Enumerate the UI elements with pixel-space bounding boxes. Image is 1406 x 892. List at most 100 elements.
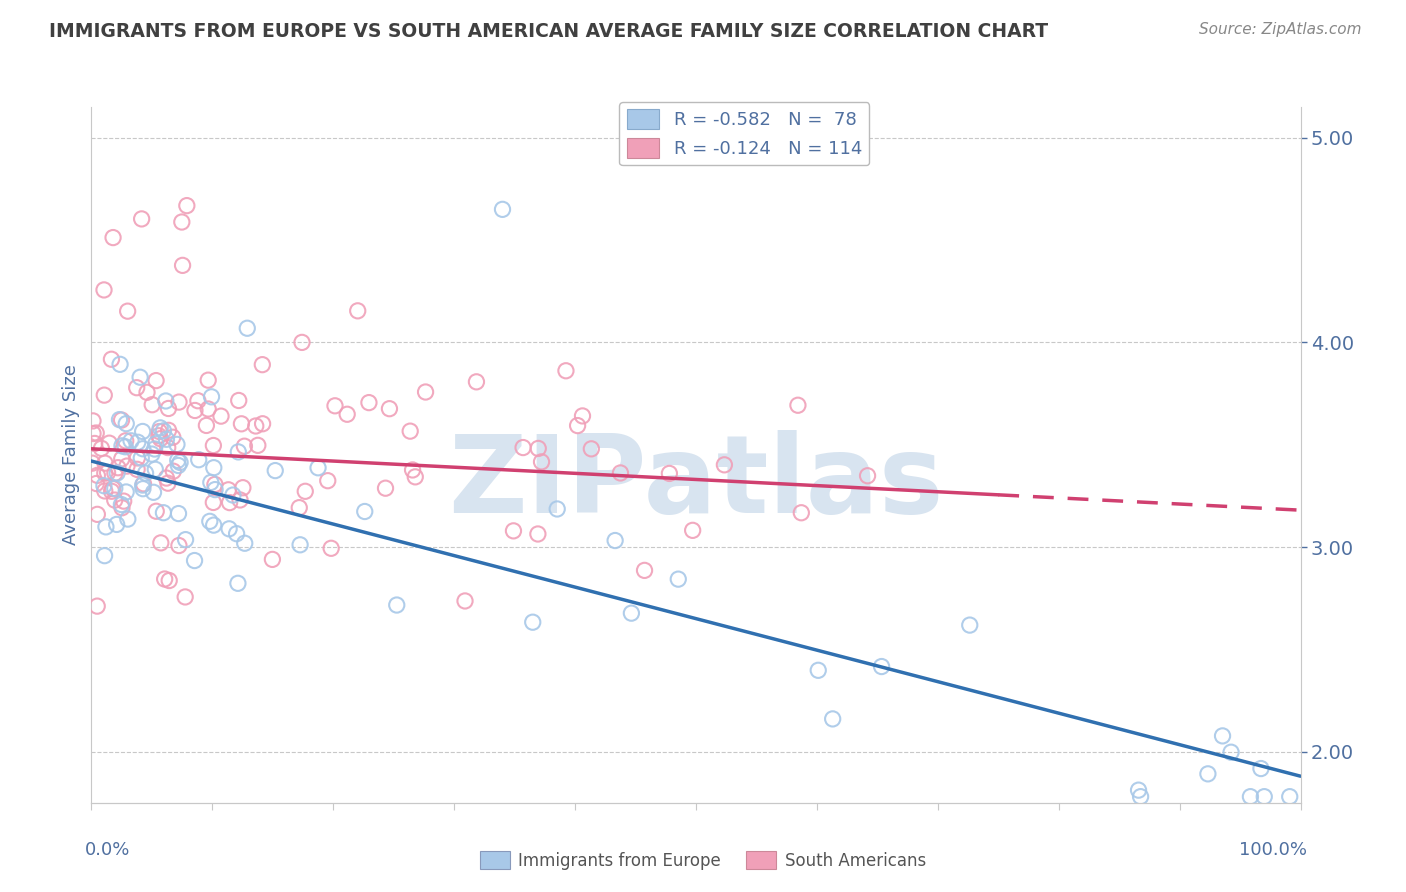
Point (111, 439, 134, 453)
Point (605, 533, 627, 548)
Point (86, 468, 108, 483)
Point (174, 590, 197, 604)
Point (1220, 745, 1243, 759)
Point (167, 458, 190, 473)
Point (125, 381, 148, 395)
Point (187, 452, 209, 467)
Point (129, 370, 152, 384)
Point (112, 494, 135, 508)
Point (246, 438, 269, 452)
Point (127, 462, 149, 476)
Point (149, 536, 172, 550)
Point (93, 283, 115, 297)
Point (131, 478, 153, 492)
Point (288, 538, 311, 552)
Point (117, 304, 139, 318)
Point (195, 418, 218, 433)
Point (157, 401, 180, 416)
Point (666, 572, 689, 586)
Point (218, 522, 240, 536)
Point (229, 493, 252, 508)
Point (232, 481, 254, 495)
Point (101, 230, 124, 244)
Point (202, 518, 225, 533)
Point (93, 479, 115, 493)
Point (228, 393, 250, 408)
Point (200, 475, 222, 490)
Point (357, 395, 380, 409)
Point (307, 460, 329, 475)
Point (821, 712, 844, 726)
Point (170, 215, 193, 229)
Point (225, 526, 247, 541)
Point (200, 390, 222, 404)
Point (108, 357, 131, 371)
Point (129, 450, 152, 465)
Point (105, 466, 128, 480)
Point (94, 520, 117, 534)
Text: Source: ZipAtlas.com: Source: ZipAtlas.com (1198, 22, 1361, 37)
Point (110, 413, 132, 427)
Point (156, 476, 179, 491)
Point (166, 453, 188, 467)
Point (82, 456, 104, 470)
Point (512, 441, 534, 455)
Point (86, 508, 108, 522)
Point (856, 468, 879, 483)
Point (291, 335, 314, 350)
Point (108, 412, 131, 426)
Point (198, 514, 221, 528)
Point (346, 303, 368, 318)
Point (204, 477, 226, 491)
Point (204, 483, 226, 497)
Point (1253, 789, 1275, 804)
Point (176, 199, 198, 213)
Point (152, 506, 174, 520)
Text: 100.0%: 100.0% (1239, 841, 1306, 859)
Point (153, 572, 176, 586)
Point (197, 402, 219, 417)
Point (288, 500, 311, 515)
Point (93, 388, 115, 402)
Point (94, 456, 117, 470)
Point (233, 439, 256, 453)
Point (84, 425, 107, 440)
Point (209, 409, 232, 424)
Point (82, 414, 104, 428)
Point (187, 393, 209, 408)
Point (571, 409, 593, 423)
Point (1212, 729, 1234, 743)
Point (465, 375, 488, 389)
Point (148, 425, 170, 439)
Point (870, 659, 893, 673)
Point (172, 259, 194, 273)
Point (93, 549, 115, 563)
Point (401, 463, 423, 477)
Point (90, 442, 112, 456)
Point (790, 506, 813, 520)
Point (82, 426, 104, 441)
Point (336, 407, 359, 421)
Point (132, 442, 155, 456)
Point (162, 430, 184, 444)
Legend: R = -0.582   N =  78, R = -0.124   N = 114: R = -0.582 N = 78, R = -0.124 N = 114 (620, 103, 869, 165)
Point (131, 211, 153, 226)
Point (141, 447, 163, 461)
Point (162, 464, 184, 478)
Point (100, 484, 122, 499)
Point (546, 502, 568, 516)
Point (202, 438, 225, 452)
Point (167, 539, 190, 553)
Point (86, 476, 108, 491)
Point (321, 541, 343, 556)
Point (183, 553, 205, 567)
Point (155, 432, 177, 446)
Point (155, 394, 177, 409)
Point (581, 442, 603, 456)
Point (567, 418, 589, 433)
Point (527, 442, 550, 456)
Point (110, 498, 132, 512)
Point (143, 462, 166, 476)
Point (157, 423, 180, 437)
Point (104, 467, 127, 481)
